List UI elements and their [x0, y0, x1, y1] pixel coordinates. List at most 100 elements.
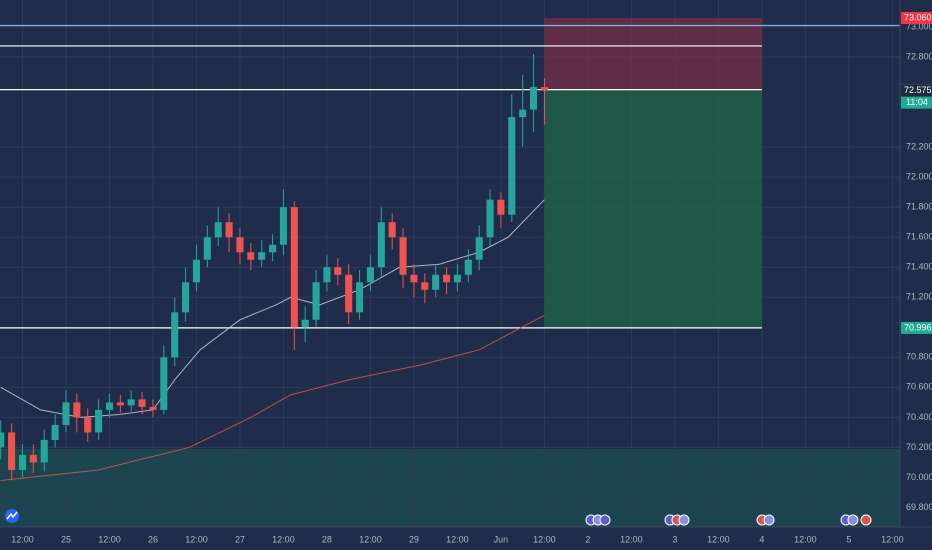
candle-body [8, 432, 16, 470]
x-tick-label: Jun [494, 534, 509, 544]
candle-body [247, 252, 255, 260]
y-tick-label: 69.800 [906, 502, 932, 512]
price-label-bg [901, 321, 932, 334]
x-tick-label: 12:00 [794, 534, 817, 544]
price-label: 73.060 [904, 12, 932, 22]
candle-body [192, 259, 200, 283]
x-tick-label: 26 [148, 534, 158, 544]
candle-body [301, 319, 309, 328]
candle-body [116, 402, 124, 406]
moving-average [0, 199, 545, 418]
support-zone [0, 448, 900, 527]
candle-body [443, 274, 451, 283]
y-tick-label: 72.000 [906, 172, 932, 182]
price-label: 70.996 [904, 322, 932, 332]
x-tick-label: 12:00 [359, 534, 382, 544]
candle-body [203, 237, 211, 260]
candle-body [73, 402, 81, 418]
candle-body [290, 207, 298, 328]
candle-body [40, 439, 48, 463]
y-tick-label: 71.400 [906, 262, 932, 272]
candle-body [432, 274, 440, 290]
price-label-bg [901, 12, 932, 25]
candle-body [421, 282, 429, 290]
candle-body [356, 282, 364, 313]
candle-body [388, 222, 396, 238]
x-tick-label: 2 [585, 534, 590, 544]
candle-body [62, 402, 70, 425]
candle-body [530, 87, 538, 110]
x-tick-label: 4 [759, 534, 764, 544]
y-tick-label: 73.000 [906, 21, 932, 31]
candle-body [160, 357, 168, 410]
candle-body [84, 417, 92, 433]
y-tick-label: 72.200 [906, 142, 932, 152]
x-tick-label: 12:00 [11, 534, 34, 544]
candle-body [410, 274, 418, 283]
y-tick-label: 70.200 [906, 442, 932, 452]
candle-body [214, 222, 222, 238]
tradingview-logo [5, 509, 19, 523]
candle-body [29, 454, 37, 463]
x-tick-label: 3 [672, 534, 677, 544]
candle-body [519, 109, 527, 118]
candle-body [105, 402, 113, 410]
x-tick-label: 29 [409, 534, 419, 544]
y-tick-label: 70.600 [906, 382, 932, 392]
candle-body [334, 267, 342, 275]
candle-body [453, 274, 461, 283]
candle-body [269, 244, 277, 253]
x-tick-label: 12:00 [98, 534, 121, 544]
x-tick-label: 25 [61, 534, 71, 544]
x-tick-label: 5 [846, 534, 851, 544]
x-tick-label: 28 [322, 534, 332, 544]
price-label: 72.575 [904, 85, 932, 95]
candle-body [236, 237, 244, 253]
x-tick-label: 12:00 [620, 534, 643, 544]
y-tick-label: 70.400 [906, 412, 932, 422]
candle-body [279, 207, 287, 245]
candle-body [486, 199, 494, 238]
candle-body [497, 199, 505, 215]
candle-body [149, 406, 157, 410]
countdown: 11:04 [906, 97, 928, 107]
x-tick-label: 12:00 [272, 534, 295, 544]
candle-body [399, 237, 407, 275]
candle-body [377, 222, 385, 268]
y-tick-label: 71.600 [906, 232, 932, 242]
candle-body [508, 117, 516, 215]
y-tick-label: 72.800 [906, 51, 932, 61]
target-zone [544, 89, 762, 328]
candle-body [171, 312, 179, 358]
y-tick-label: 70.800 [906, 352, 932, 362]
price-label-bg [901, 84, 932, 97]
candle-body [464, 259, 472, 275]
candle-body [0, 432, 5, 448]
y-tick-label: 70.000 [906, 472, 932, 482]
countdown-bg [901, 96, 932, 109]
candle-body [366, 267, 374, 283]
stop-zone [544, 18, 762, 90]
y-tick-label: 71.200 [906, 292, 932, 302]
candle-body [182, 282, 190, 313]
x-tick-label: 27 [235, 534, 245, 544]
candle-body [127, 399, 135, 406]
candle-body [51, 424, 59, 440]
moving-average [0, 314, 545, 481]
candle-body [312, 282, 320, 320]
candle-body [258, 252, 266, 260]
candle-body [323, 267, 331, 283]
candle-body [138, 399, 146, 407]
candle-body [540, 87, 548, 91]
x-tick-label: 12:00 [707, 534, 730, 544]
x-tick-label: 12:00 [185, 534, 208, 544]
x-tick-label: 12:00 [533, 534, 556, 544]
candle-body [18, 454, 27, 470]
candle-body [225, 222, 233, 238]
x-tick-label: 12:00 [446, 534, 469, 544]
y-tick-label: 71.800 [906, 202, 932, 212]
candle-body [95, 409, 103, 433]
candle-body [475, 237, 483, 260]
event-icons [585, 514, 872, 526]
